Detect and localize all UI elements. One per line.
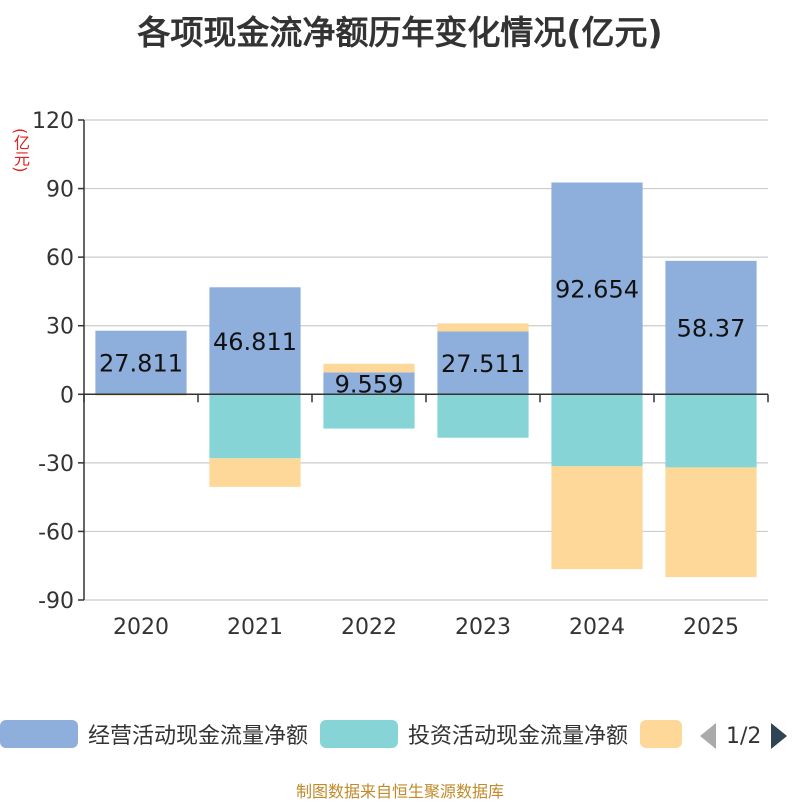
legend-label-investing: 投资活动现金流量净额 <box>408 724 629 749</box>
bar-investing-2021 <box>209 394 301 459</box>
legend-item-investing[interactable]: 投资活动现金流量净额 <box>320 714 628 754</box>
grid-lines <box>84 119 768 601</box>
x-tick-label: 2024 <box>569 615 625 640</box>
y-tick-label: 0 <box>60 383 74 408</box>
bar-investing-2024 <box>551 394 643 467</box>
legend-swatch-operating <box>0 720 78 748</box>
data-label: 9.559 <box>335 370 404 398</box>
x-tick-label: 2021 <box>227 615 283 640</box>
y-tick-label: 60 <box>46 246 74 271</box>
x-tick-label: 2025 <box>683 615 739 640</box>
legend-item-operating[interactable]: 经营活动现金流量净额 <box>0 714 308 754</box>
data-label: 58.37 <box>677 315 746 343</box>
bar-financing-2021 <box>209 458 301 487</box>
legend-pager: 1/2 <box>700 716 788 756</box>
bar-investing-2023 <box>437 394 529 438</box>
data-labels: 27.811 46.811 9.559 27.511 92.654 58.37 <box>99 275 745 398</box>
legend-page-indicator: 1/2 <box>726 723 762 749</box>
legend-swatch-investing <box>320 720 398 748</box>
x-tick-label: 2023 <box>455 615 511 640</box>
y-tick-label: 120 <box>32 109 74 134</box>
data-label: 92.654 <box>555 275 639 303</box>
legend-label-operating: 经营活动现金流量净额 <box>88 724 309 749</box>
axes: 120 90 60 30 0 -30 -60 -90 2020 2021 2022 2023 2024 2… <box>32 109 769 640</box>
data-label: 46.811 <box>213 328 297 356</box>
bar-financing-2023 <box>437 323 529 332</box>
y-tick-label: -60 <box>38 520 74 545</box>
legend-next-page-icon[interactable] <box>771 723 788 749</box>
y-tick-label: 90 <box>46 178 74 203</box>
bar-operating-2021 <box>209 287 301 395</box>
bar-operating-2023 <box>437 331 529 395</box>
bar-operating-2022 <box>323 372 415 395</box>
y-tick-label: 30 <box>46 315 74 340</box>
data-label: 27.811 <box>99 350 183 378</box>
bar-operating-2025 <box>665 260 757 395</box>
chart-title: 各项现金流净额历年变化情况(亿元) <box>137 13 663 52</box>
legend-swatch-financing <box>640 720 682 748</box>
y-tick-label: -90 <box>38 589 74 614</box>
bar-financing-2024 <box>551 466 643 570</box>
x-tick-label: 2022 <box>341 615 397 640</box>
y-tick-label: -30 <box>38 452 74 477</box>
data-source-note: 制图数据来自恒生聚源数据库 <box>295 782 504 801</box>
legend: 经营活动现金流量净额 投资活动现金流量净额 <box>0 714 800 758</box>
legend-item-financing[interactable] <box>640 714 692 754</box>
bars <box>95 182 757 578</box>
y-axis-unit: (亿元) <box>11 128 30 173</box>
bar-financing-2025 <box>665 467 757 578</box>
data-label: 27.511 <box>441 350 525 378</box>
legend-prev-page-icon[interactable] <box>700 723 716 749</box>
bar-investing-2025 <box>665 394 757 468</box>
bar-operating-2020 <box>95 330 187 395</box>
bar-operating-2024 <box>551 182 643 395</box>
bar-financing-2022 <box>323 363 415 373</box>
bar-investing-2022 <box>323 394 415 429</box>
x-tick-label: 2020 <box>113 615 169 640</box>
